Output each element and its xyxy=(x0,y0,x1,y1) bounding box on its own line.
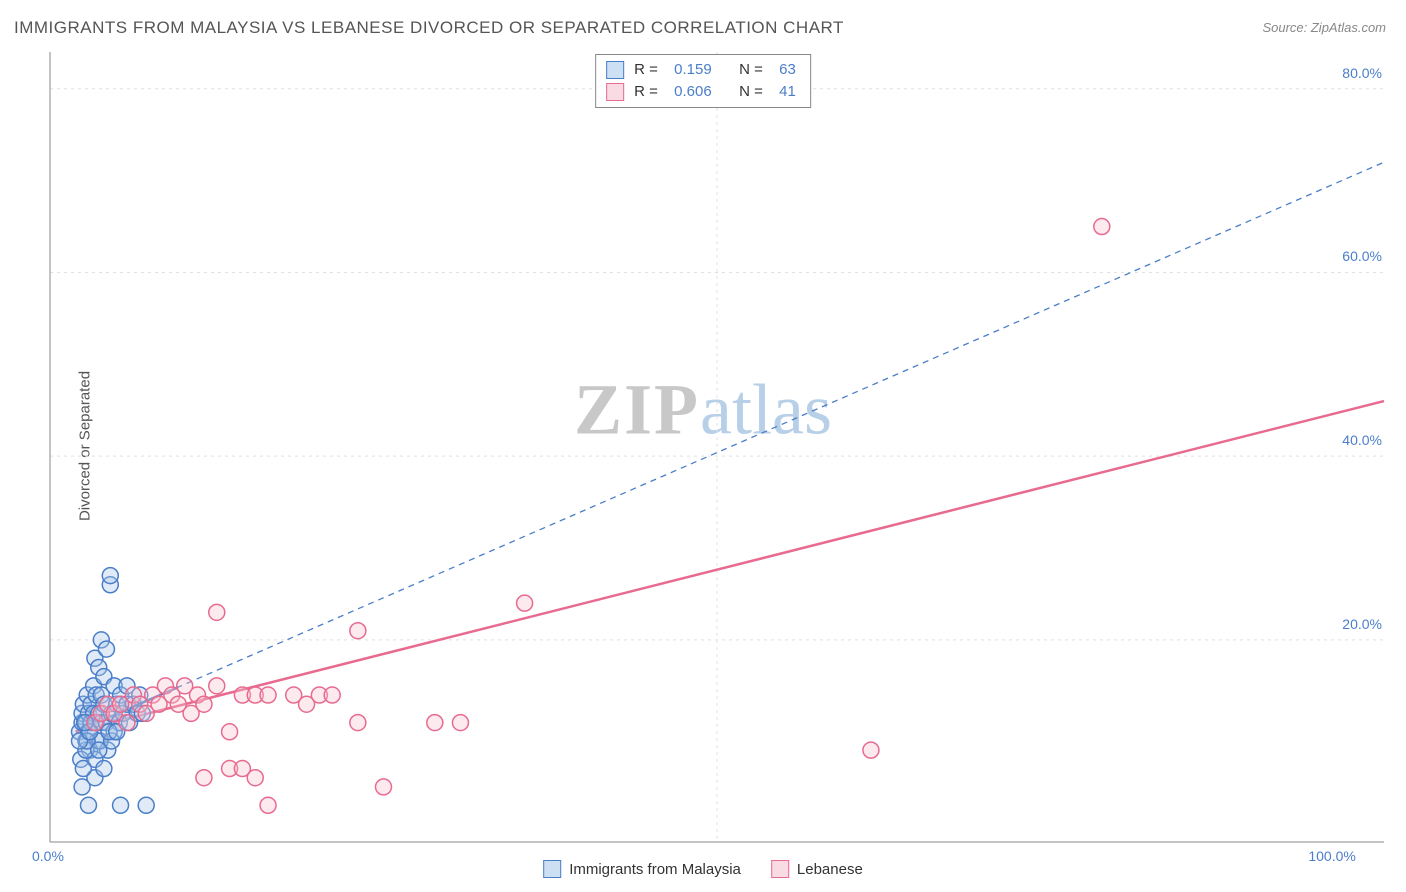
legend-label: Lebanese xyxy=(797,861,863,878)
x-tick-label: 100.0% xyxy=(1308,848,1355,864)
legend-n-label: N = xyxy=(739,81,769,103)
legend-r-value: 0.159 xyxy=(674,59,729,81)
legend-stat-row: R = 0.606 N = 41 xyxy=(606,81,796,103)
legend-n-value: 63 xyxy=(779,59,796,81)
legend-item: Lebanese xyxy=(771,860,863,878)
chart-svg xyxy=(0,0,1406,892)
legend-stats: R = 0.159 N = 63 R = 0.606 N = 41 xyxy=(595,54,811,108)
legend-series: Immigrants from Malaysia Lebanese xyxy=(543,860,863,878)
legend-n-label: N = xyxy=(739,59,769,81)
chart-container: IMMIGRANTS FROM MALAYSIA VS LEBANESE DIV… xyxy=(0,0,1406,892)
y-tick-label: 40.0% xyxy=(1342,432,1382,448)
legend-item: Immigrants from Malaysia xyxy=(543,860,741,878)
legend-swatch xyxy=(606,83,624,101)
y-tick-label: 60.0% xyxy=(1342,248,1382,264)
legend-swatch xyxy=(543,860,561,878)
legend-r-value: 0.606 xyxy=(674,81,729,103)
legend-stat-row: R = 0.159 N = 63 xyxy=(606,59,796,81)
legend-swatch xyxy=(771,860,789,878)
legend-n-value: 41 xyxy=(779,81,796,103)
y-tick-label: 80.0% xyxy=(1342,65,1382,81)
x-tick-label: 0.0% xyxy=(32,848,64,864)
legend-label: Immigrants from Malaysia xyxy=(569,861,741,878)
legend-swatch xyxy=(606,61,624,79)
legend-r-label: R = xyxy=(634,81,664,103)
y-tick-label: 20.0% xyxy=(1342,616,1382,632)
legend-r-label: R = xyxy=(634,59,664,81)
